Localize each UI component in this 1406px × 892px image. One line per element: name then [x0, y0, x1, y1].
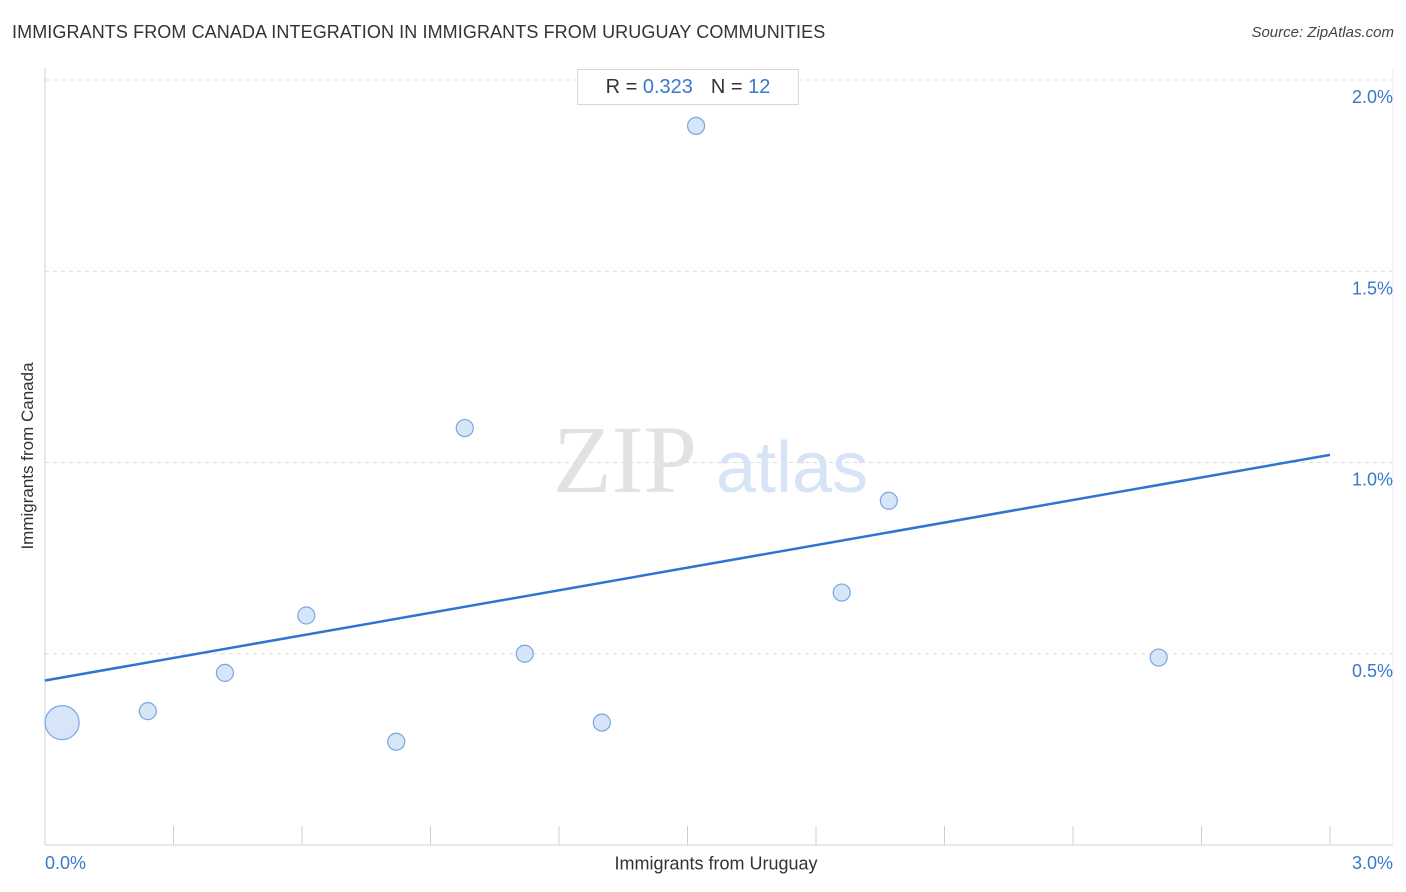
x-tick-label: 3.0%: [1352, 853, 1393, 873]
data-point: [1149, 648, 1168, 667]
y-tick-label: 1.0%: [1352, 470, 1393, 490]
x-axis-label: Immigrants from Uruguay: [614, 853, 818, 874]
chart-title: IMMIGRANTS FROM CANADA INTEGRATION IN IM…: [12, 22, 826, 42]
correlation-stats: R = 0.323 N = 12: [577, 69, 799, 105]
trend-line-group: [44, 453, 1331, 682]
data-point: [387, 732, 406, 751]
data-point: [455, 418, 474, 438]
x-tick-label: 0.0%: [45, 853, 86, 873]
data-point: [515, 644, 534, 663]
y-tick-label: 0.5%: [1352, 661, 1393, 681]
y-axis-label: Immigrants from Canada: [18, 362, 37, 550]
watermark: ZIP atlas: [553, 406, 868, 513]
data-point: [686, 116, 706, 136]
data-points: [44, 116, 1168, 751]
n-label: N =: [710, 75, 743, 98]
r-label: R =: [605, 75, 638, 98]
data-point: [297, 606, 316, 625]
y-tick-label: 2.0%: [1352, 87, 1393, 107]
watermark-zip: ZIP: [553, 406, 697, 513]
data-point: [832, 583, 851, 602]
trend-line: [44, 453, 1331, 682]
tick-labels: 0.5% 1.0% 1.5% 2.0% 0.0% 3.0%: [45, 87, 1393, 873]
data-point: [138, 702, 157, 721]
data-point: [592, 713, 611, 732]
grid-lines: [45, 79, 1393, 655]
data-point: [879, 491, 898, 510]
r-value: 0.323: [642, 75, 693, 98]
n-value: 12: [748, 75, 771, 98]
chart-source: Source: ZipAtlas.com: [1251, 24, 1394, 41]
y-tick-label: 1.5%: [1352, 278, 1393, 298]
watermark-atlas: atlas: [716, 428, 868, 508]
data-point: [215, 663, 234, 682]
data-point: [44, 704, 80, 741]
axes: [44, 68, 1394, 846]
